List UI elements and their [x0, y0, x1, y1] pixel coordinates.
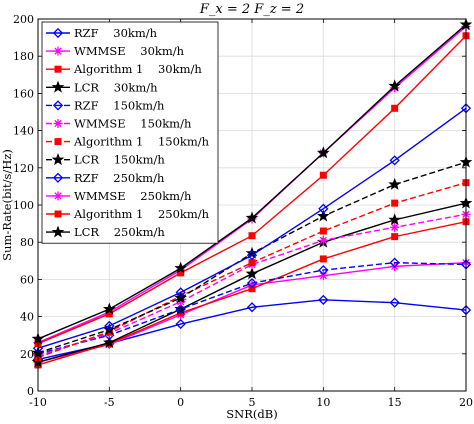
legend-label: RZF 30km/h	[74, 26, 158, 40]
y-tick-label: 60	[20, 273, 34, 286]
series-line	[37, 107, 467, 349]
legend-swatch-marker	[52, 100, 64, 111]
y-tick-label: 80	[20, 236, 34, 249]
series-point	[391, 233, 399, 241]
series-point	[248, 232, 256, 240]
series-point	[317, 146, 330, 159]
x-tick-label: -5	[104, 396, 115, 409]
legend-label: LCR 150km/h	[74, 153, 165, 167]
legend-swatch-marker	[54, 138, 62, 146]
series-point	[318, 203, 329, 214]
series-point	[319, 171, 327, 179]
legend-swatch-marker	[54, 210, 62, 218]
legend-swatch-marker	[51, 80, 65, 93]
chart-title: F_x = 2 F_z = 2	[199, 2, 304, 17]
series-point	[175, 287, 186, 298]
legend-entry: WMMSE 30km/h	[46, 44, 185, 58]
legend-label: WMMSE 30km/h	[74, 44, 185, 58]
legend-box	[41, 21, 219, 244]
series-point	[391, 104, 399, 112]
series-point	[389, 155, 400, 166]
y-tick-label: 160	[13, 87, 34, 100]
x-tick-label: 5	[249, 396, 256, 409]
legend-label: LCR 30km/h	[74, 80, 158, 94]
series-point	[389, 257, 400, 268]
legend-entry: LCR 30km/h	[46, 80, 158, 94]
legend-swatch-marker	[53, 119, 63, 128]
series-point	[246, 302, 258, 313]
series-point	[318, 294, 329, 305]
y-tick-label: 120	[13, 162, 34, 175]
legend-entry: WMMSE 150km/h	[46, 117, 192, 131]
series-point	[388, 213, 401, 226]
legend-label: RZF 150km/h	[74, 98, 165, 112]
x-tick-label: 10	[316, 396, 330, 409]
legend-entry: Algorithm 1 150km/h	[46, 135, 210, 149]
legend-swatch-marker	[52, 172, 64, 183]
series-point	[174, 261, 187, 274]
legend-swatch-marker	[53, 46, 63, 56]
legend-entry: Algorithm 1 250km/h	[46, 207, 210, 221]
series-point	[103, 322, 116, 336]
y-tick-label: 0	[27, 385, 34, 398]
y-tick-label: 40	[20, 311, 34, 324]
series-point	[245, 211, 259, 224]
legend-entry: RZF 30km/h	[46, 26, 158, 40]
series-point	[103, 302, 116, 315]
series-point	[246, 278, 258, 289]
legend-entry: LCR 250km/h	[46, 225, 165, 239]
legend-swatch-marker	[54, 65, 62, 73]
y-tick-label: 20	[20, 348, 34, 361]
series-point	[175, 304, 186, 315]
series-point	[246, 250, 258, 261]
series-point	[391, 199, 399, 207]
legend-entry: Algorithm 1 30km/h	[46, 62, 202, 76]
series-point	[318, 271, 328, 281]
x-tick-label: 20	[459, 396, 473, 409]
series-point	[318, 264, 329, 276]
series-point	[104, 320, 115, 332]
legend-entry: RZF 150km/h	[46, 98, 165, 112]
series-point	[318, 235, 328, 245]
series-point	[388, 79, 401, 92]
series-point	[248, 285, 256, 293]
series-point	[319, 255, 327, 263]
series-point	[248, 259, 256, 267]
series-point	[175, 318, 186, 330]
y-tick-label: 200	[13, 13, 34, 26]
legend-label: Algorithm 1 150km/h	[73, 135, 210, 149]
series-point	[390, 222, 400, 232]
series-point	[245, 267, 259, 280]
legend-entry: LCR 150km/h	[46, 153, 165, 167]
legend-swatch-marker	[51, 225, 65, 238]
x-tick-label: -10	[29, 396, 47, 409]
x-axis-label: SNR(dB)	[226, 407, 277, 421]
y-tick-label: 100	[13, 199, 34, 212]
legend-label: WMMSE 250km/h	[74, 189, 192, 203]
series-point	[103, 335, 116, 349]
legend-swatch-marker	[52, 27, 64, 39]
series-point	[317, 209, 330, 222]
y-tick-label: 140	[13, 125, 34, 138]
x-tick-label: 15	[388, 396, 402, 409]
y-axis-label: Sum-Rate(bit/s/Hz)	[0, 149, 14, 261]
legend-entry: RZF 250km/h	[46, 171, 165, 185]
legend-label: RZF 250km/h	[74, 171, 165, 185]
legend-label: WMMSE 150km/h	[74, 117, 192, 131]
series-point	[389, 297, 400, 308]
y-tick-label: 180	[13, 50, 34, 63]
legend-swatch-marker	[51, 153, 65, 166]
legend-swatch-marker	[53, 191, 63, 201]
series-point	[388, 177, 401, 190]
legend: RZF 30km/h WMMSE 30km/h Algorithm 1 30km/h…	[41, 21, 219, 244]
legend-label: LCR 250km/h	[74, 225, 165, 239]
legend-label: Algorithm 1 30km/h	[73, 62, 202, 76]
legend-label: Algorithm 1 250km/h	[73, 207, 210, 221]
legend-entry: WMMSE 250km/h	[46, 189, 192, 203]
x-tick-label: 0	[177, 396, 184, 409]
series-point	[319, 227, 327, 235]
